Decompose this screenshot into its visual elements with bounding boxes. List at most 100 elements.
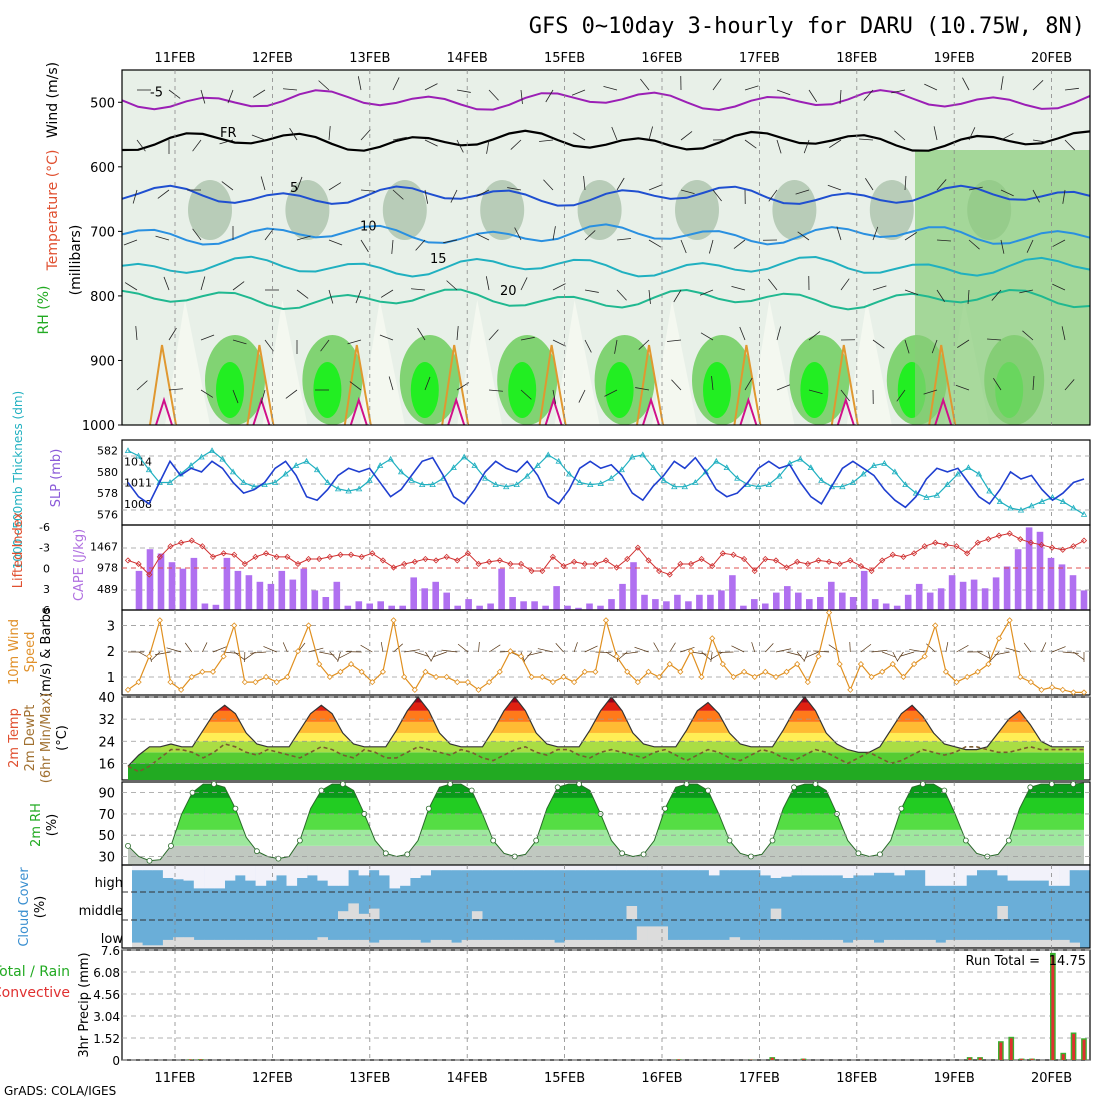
precip-convective-bar: [677, 1059, 681, 1060]
upper-wind-barb: [584, 289, 599, 293]
cloud-low-bar: [492, 939, 504, 948]
cloud-low-bar: [667, 939, 679, 948]
upper-wind-barb: [252, 89, 266, 98]
cloud-high-bar: [544, 865, 555, 871]
lifted-index-point: [348, 551, 355, 558]
surface-wind-barb: [711, 651, 724, 660]
cloud-low-bar: [513, 939, 524, 948]
upper-wind-barb: [415, 239, 426, 251]
upper-wind-barb: [955, 384, 970, 391]
surface-wind-barb: [653, 642, 660, 653]
upper-wind-barb: [221, 181, 234, 191]
cape-bar: [509, 597, 516, 610]
rh-point: [1027, 784, 1034, 791]
upper-wind-barb: [347, 339, 362, 345]
cloud-low-bar: [842, 942, 854, 948]
wind-speed-point: [1006, 617, 1013, 624]
cloud-high-bar: [204, 865, 215, 889]
precip-y-tick: 6.08: [93, 966, 120, 980]
upper-wind-barb: [135, 326, 138, 341]
temp2m-axis-label: 2m Temp: [7, 708, 22, 768]
upper-wind-barb: [411, 288, 426, 291]
cape-bar: [289, 579, 297, 610]
rh-point: [447, 781, 454, 788]
surface-wind-barb: [796, 651, 805, 662]
upper-wind-barb: [380, 289, 394, 298]
run-total-label: Run Total =: [966, 954, 1040, 969]
upper-wind-barb: [163, 276, 170, 291]
upper-wind-barb: [840, 278, 850, 291]
isotherm-25-loop: [928, 344, 957, 426]
cloud-axis-label: (%): [33, 896, 48, 919]
lifted-index-point: [539, 567, 546, 575]
cape-bar: [696, 594, 703, 610]
cloud-low-bar: [574, 939, 586, 948]
cloud-high-bar: [564, 865, 576, 871]
upper-wind-barb: [168, 89, 181, 99]
cloud-low-bar: [317, 937, 328, 948]
cloud-high-bar: [914, 865, 926, 871]
lifted-index-point: [188, 537, 195, 544]
cloud-middle-bar: [471, 911, 483, 919]
upper-wind-barb: [520, 389, 532, 400]
lifted-index-point: [794, 558, 801, 565]
cloud-high-bar: [574, 865, 586, 871]
wind-speed-point: [794, 661, 801, 668]
upper-wind-barb: [539, 139, 554, 142]
cape-bar: [784, 586, 791, 610]
rh-point: [919, 781, 926, 788]
lifted-index-axis-label: Lifted Index: [11, 511, 26, 588]
surface-wind-barb: [803, 651, 809, 662]
cape-bar: [1047, 557, 1055, 610]
wind-speed-point: [188, 673, 195, 681]
cloud-low-bar: [1069, 942, 1080, 948]
temp-color-band: [128, 752, 1084, 764]
wind-speed-point: [719, 661, 726, 668]
surface-wind-barb: [956, 645, 969, 653]
upper-wind-barb: [320, 339, 330, 352]
wind-speed-point: [528, 673, 535, 681]
cloud-high-bar: [770, 865, 782, 878]
rh-point: [382, 850, 389, 857]
cloud-high-bar: [286, 865, 298, 886]
cloud-high-bar: [410, 865, 421, 878]
upper-wind-barb: [803, 139, 810, 154]
wind-speed-point: [273, 679, 280, 686]
rh-point: [232, 805, 239, 812]
wind-speed-point: [953, 679, 960, 686]
wind-speed-point: [156, 617, 163, 624]
upper-wind-barb: [486, 139, 490, 154]
wind-speed-point: [698, 673, 705, 681]
cloud-low-bar: [255, 939, 267, 948]
upper-wind-barb: [872, 285, 887, 291]
temp2m-axis-label: (°C): [55, 725, 70, 751]
isotherm-label: -5: [150, 85, 163, 100]
cape-bar: [1025, 527, 1033, 610]
wind-speed-point: [868, 673, 875, 681]
cloud-high-bar: [853, 865, 864, 876]
surface-wind-barb: [813, 650, 830, 653]
cape-bar: [663, 601, 670, 610]
upper-wind-barb: [360, 189, 375, 192]
surface-wind-barb: [432, 651, 447, 658]
wind-speed-point: [847, 686, 854, 693]
cape-bar: [212, 604, 220, 610]
cloud-high-bar: [327, 865, 339, 886]
thickness-point: [303, 457, 310, 464]
isotherm-25-loop: [733, 344, 762, 426]
upper-wind-barb: [1052, 239, 1066, 247]
cloud-high-bar: [235, 865, 246, 876]
upper-wind-barb: [520, 336, 535, 341]
wind-speed-point: [517, 653, 525, 660]
isotherm-25-loop: [830, 344, 859, 426]
wind-speed-point: [411, 686, 418, 693]
upper-wind-barb: [1061, 326, 1066, 341]
wind-speed-point: [475, 686, 482, 693]
upper-wind-barb: [476, 189, 490, 197]
cloud-low-bar: [832, 939, 844, 948]
cloud-low-bar: [1059, 939, 1070, 948]
isotherm-25-loop: [246, 344, 275, 426]
rh-dry-tongue: [846, 300, 892, 425]
surface-wind-barb: [337, 651, 341, 662]
cloud-low-bar: [585, 939, 596, 948]
